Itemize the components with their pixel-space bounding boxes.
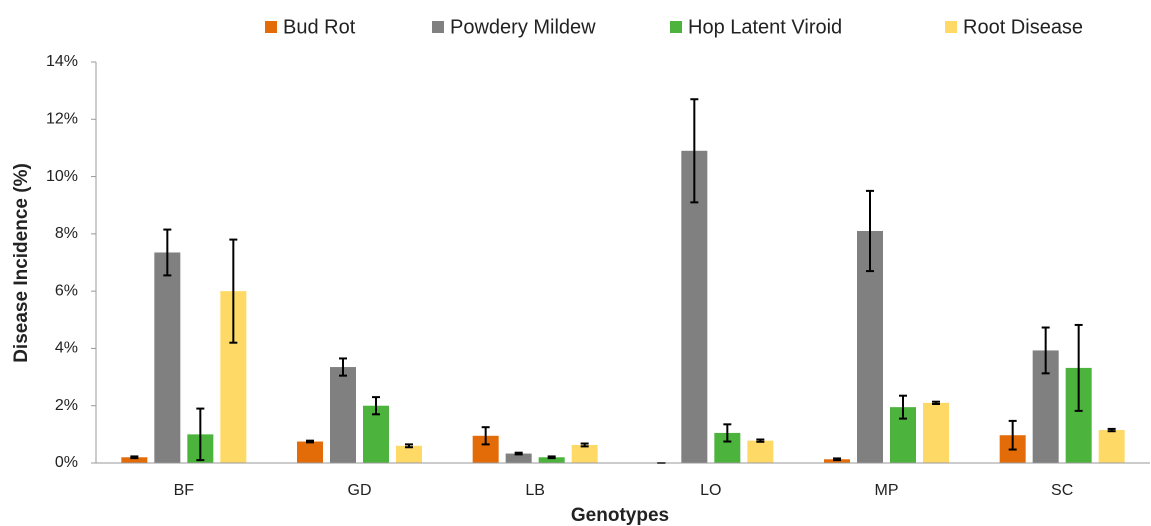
error-bar xyxy=(580,442,589,448)
y-tick-label: 14% xyxy=(46,53,78,70)
y-tick-label: 0% xyxy=(55,454,78,471)
error-bar xyxy=(481,426,490,446)
bar xyxy=(747,440,774,463)
x-tick-label: LB xyxy=(525,482,545,499)
bar xyxy=(121,457,148,463)
legend-label: Hop Latent Viroid xyxy=(688,16,842,38)
y-axis-label: Disease Incidence (%) xyxy=(11,163,32,363)
legend-swatch xyxy=(670,21,682,33)
error-bar xyxy=(899,394,907,420)
error-bar xyxy=(1074,323,1083,412)
bar xyxy=(824,459,850,463)
error-bar xyxy=(1107,427,1116,433)
bar xyxy=(154,252,181,463)
bar xyxy=(297,441,323,463)
x-tick-label: GD xyxy=(348,482,372,499)
error-bar xyxy=(690,98,699,204)
legend-label: Root Disease xyxy=(963,16,1083,38)
y-tick-label: 4% xyxy=(55,340,78,357)
y-tick-label: 8% xyxy=(55,225,78,242)
legend-label: Powdery Mildew xyxy=(450,16,596,38)
bar xyxy=(396,445,422,463)
bar xyxy=(923,402,949,463)
bar xyxy=(1098,430,1125,463)
error-bar xyxy=(372,396,380,416)
error-bar xyxy=(833,457,841,462)
error-bar xyxy=(756,438,765,443)
error-bar xyxy=(547,455,556,460)
error-bar xyxy=(229,238,238,344)
error-bar xyxy=(196,407,205,462)
error-bar xyxy=(306,439,314,444)
y-tick-label: 6% xyxy=(55,282,78,299)
bar xyxy=(505,453,532,463)
error-bar xyxy=(405,443,413,449)
bar xyxy=(330,367,356,463)
error-bar xyxy=(1008,419,1017,451)
x-tick-label: SC xyxy=(1051,482,1073,499)
error-bar xyxy=(130,455,139,460)
error-bar xyxy=(339,357,347,377)
error-bar xyxy=(514,451,523,456)
x-tick-label: BF xyxy=(174,482,195,499)
legend-swatch xyxy=(432,21,444,33)
legend-swatch xyxy=(265,21,277,33)
y-tick-label: 2% xyxy=(55,397,78,414)
legend-label: Bud Rot xyxy=(283,16,356,38)
legend-swatch xyxy=(945,21,957,33)
error-bar xyxy=(866,189,874,273)
error-bar xyxy=(932,400,940,405)
x-tick-label: MP xyxy=(875,482,899,499)
error-bar xyxy=(163,228,172,277)
y-tick-label: 12% xyxy=(46,111,78,128)
bar xyxy=(538,457,565,463)
x-tick-label: LO xyxy=(700,482,721,499)
error-bar xyxy=(723,423,732,443)
x-axis-label: Genotypes xyxy=(571,505,669,526)
bar xyxy=(571,444,598,463)
error-bar xyxy=(1041,326,1050,375)
y-tick-label: 10% xyxy=(46,168,78,185)
